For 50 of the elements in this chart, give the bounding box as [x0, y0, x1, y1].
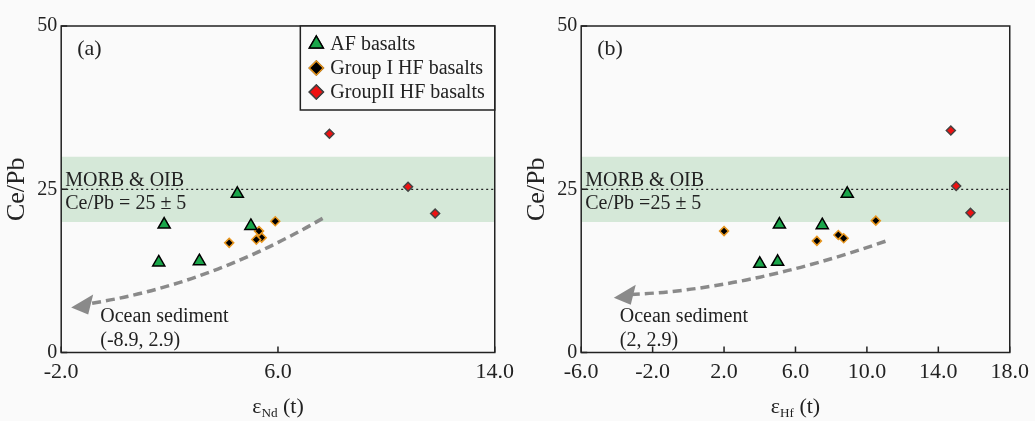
point — [270, 216, 281, 227]
y-axis-title: Ce/Pb — [1, 157, 31, 222]
legend-label: GroupII HF basalts — [330, 80, 485, 104]
x-tick-label: 2.0 — [710, 357, 738, 383]
point — [950, 180, 962, 192]
point — [223, 237, 235, 249]
point — [772, 216, 787, 229]
point — [230, 186, 245, 199]
legend-label: Group I HF basalts — [330, 56, 484, 80]
point — [157, 216, 171, 229]
point — [324, 128, 335, 140]
y-tick-label: 50 — [557, 13, 578, 36]
y-axis-title: Ce/Pb — [521, 157, 551, 222]
point — [244, 218, 258, 231]
y-tick-label: 25 — [37, 176, 58, 199]
x-tick-label: 10.0 — [847, 357, 887, 383]
y-tick-label: 50 — [37, 13, 58, 36]
point — [192, 253, 207, 266]
point — [870, 215, 882, 226]
point — [251, 234, 262, 245]
point — [838, 233, 849, 244]
annotation: Ocean sediment — [619, 303, 749, 326]
point — [151, 254, 166, 267]
x-tick-label: 6.0 — [264, 357, 292, 383]
x-tick-label: 14.0 — [919, 357, 958, 383]
point — [811, 235, 823, 247]
x-tick-label: 6.0 — [781, 357, 810, 383]
point — [402, 181, 414, 192]
ref-line-label: Ce/Pb =25 ± 5 — [585, 190, 702, 213]
x-tick-label: 14.0 — [475, 357, 514, 383]
chart-title: (b) — [597, 34, 623, 60]
point — [840, 186, 855, 199]
annotation: (-8.9, 2.9) — [100, 328, 181, 352]
chart-title: (a) — [77, 34, 102, 60]
point — [815, 217, 830, 230]
point — [718, 225, 730, 237]
point — [752, 256, 767, 269]
point — [945, 125, 957, 136]
annotation: Ocean sediment — [100, 303, 229, 326]
point — [429, 208, 441, 219]
legend-label: AF basalts — [330, 32, 416, 55]
band-label: MORB & OIB — [65, 168, 185, 191]
point — [965, 207, 976, 219]
band-label: MORB & OIB — [585, 168, 705, 191]
x-tick-label: -2.0 — [635, 357, 671, 383]
annotation: (2, 2.9) — [619, 328, 679, 352]
y-tick-label: 25 — [557, 176, 578, 199]
x-tick-label: 18.0 — [990, 357, 1029, 383]
ref-line-label: Ce/Pb = 25 ± 5 — [65, 190, 187, 213]
point — [770, 254, 785, 267]
